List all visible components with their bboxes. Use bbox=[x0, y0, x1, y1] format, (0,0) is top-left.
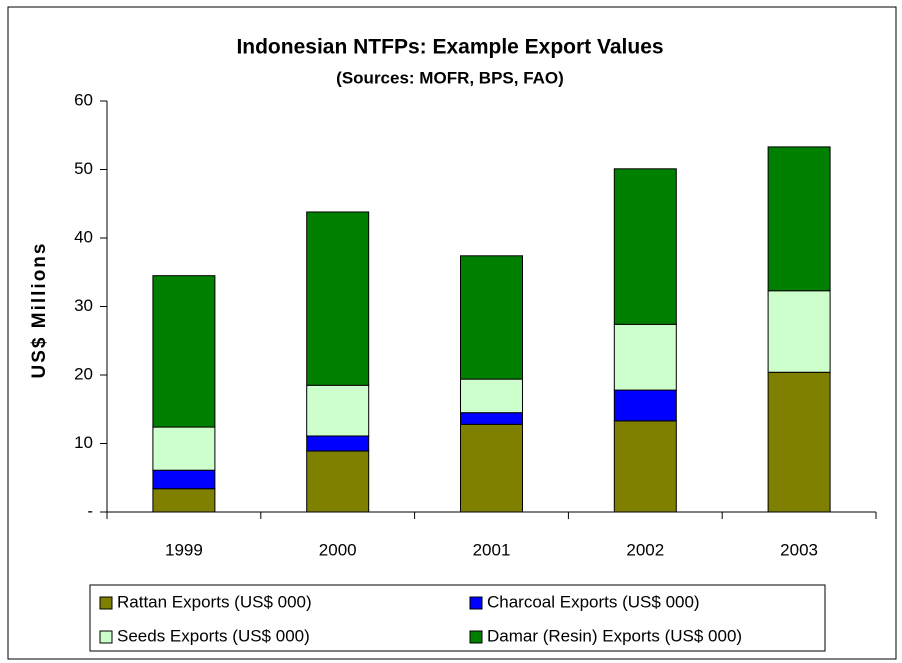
chart-subtitle: (Sources: MOFR, BPS, FAO) bbox=[336, 68, 564, 87]
legend-label: Rattan Exports (US$ 000) bbox=[117, 592, 312, 611]
legend-swatch bbox=[469, 630, 483, 644]
bar-segment bbox=[152, 426, 216, 471]
bar-segment bbox=[460, 423, 523, 513]
y-tick-label: - bbox=[87, 501, 93, 520]
bar-segment bbox=[460, 412, 523, 425]
x-tick-label: 2000 bbox=[319, 540, 357, 559]
bar-segment bbox=[613, 168, 677, 325]
bar-segment bbox=[613, 420, 677, 513]
legend-label: Seeds Exports (US$ 000) bbox=[117, 626, 310, 645]
bar-segment bbox=[306, 435, 370, 452]
y-tick-label: 60 bbox=[74, 90, 93, 109]
chart-frame bbox=[7, 6, 897, 660]
legend-label: Charcoal Exports (US$ 000) bbox=[487, 592, 700, 611]
legend-swatch bbox=[99, 596, 113, 610]
bar-segment bbox=[152, 469, 216, 490]
bar-segment bbox=[767, 290, 831, 373]
x-tick-label: 2001 bbox=[473, 540, 511, 559]
bar-segment bbox=[613, 389, 677, 422]
bar-segment bbox=[613, 323, 677, 391]
legend-swatch bbox=[99, 630, 113, 644]
x-tick-label: 1999 bbox=[165, 540, 203, 559]
y-tick-label: 20 bbox=[74, 364, 93, 383]
bar-segment bbox=[152, 275, 216, 428]
legend-label: Damar (Resin) Exports (US$ 000) bbox=[487, 626, 742, 645]
chart-title: Indonesian NTFPs: Example Export Values bbox=[236, 36, 663, 59]
bar-segment bbox=[460, 378, 523, 414]
bar-segment bbox=[306, 211, 370, 386]
x-tick-label: 2002 bbox=[626, 540, 664, 559]
y-axis-label: US$ Millions bbox=[29, 242, 50, 379]
x-tick-label: 2003 bbox=[780, 540, 818, 559]
bar-segment bbox=[767, 371, 831, 513]
y-tick-label: 50 bbox=[74, 159, 93, 178]
bar-segment bbox=[152, 488, 216, 513]
y-tick-label: 10 bbox=[74, 433, 93, 452]
y-tick-label: 30 bbox=[74, 296, 93, 315]
bar-segment bbox=[306, 450, 370, 513]
y-tick-label: 40 bbox=[74, 227, 93, 246]
bar-segment bbox=[460, 255, 523, 380]
bar-segment bbox=[767, 146, 831, 292]
legend-swatch bbox=[469, 596, 483, 610]
bar-segment bbox=[306, 384, 370, 437]
legend-box bbox=[89, 584, 826, 652]
